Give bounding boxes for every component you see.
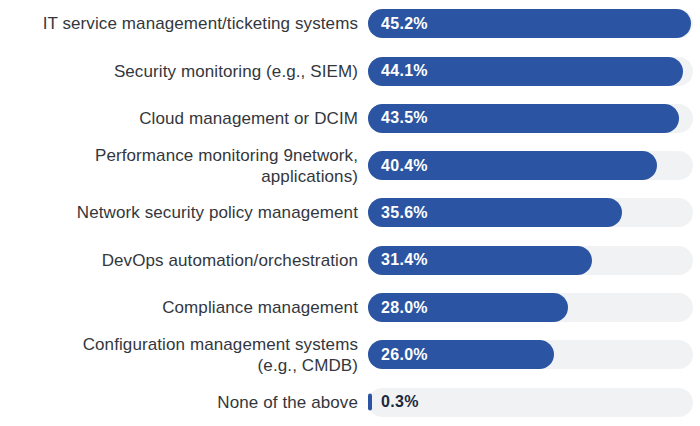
category-label: None of the above xyxy=(0,392,368,413)
bar-area: 28.0% xyxy=(368,293,693,322)
category-label: Compliance management xyxy=(0,297,368,318)
value-label: 26.0% xyxy=(381,346,428,364)
value-label: 28.0% xyxy=(381,299,428,317)
bar-area: 35.6% xyxy=(368,198,693,227)
value-label: 43.5% xyxy=(381,109,428,127)
chart-row: DevOps automation/orchestration 31.4% xyxy=(0,237,693,284)
category-label: Cloud management or DCIM xyxy=(0,108,368,129)
category-label: Performance monitoring 9network, applica… xyxy=(0,145,368,187)
bar-area: 44.1% xyxy=(368,57,693,86)
bar-area: 26.0% xyxy=(368,340,693,369)
bar-area: 0.3% xyxy=(368,388,693,417)
chart-row: Network security policy management 35.6% xyxy=(0,189,693,236)
chart-row: None of the above 0.3% xyxy=(0,379,693,426)
category-label: DevOps automation/orchestration xyxy=(0,250,368,271)
value-label: 31.4% xyxy=(381,251,428,269)
bar-area: 31.4% xyxy=(368,246,693,275)
category-label: Security monitoring (e.g., SIEM) xyxy=(0,61,368,82)
chart-row: Cloud management or DCIM 43.5% xyxy=(0,95,693,142)
value-label: 40.4% xyxy=(381,157,428,175)
category-label: Configuration management systems (e.g., … xyxy=(0,334,368,376)
chart-row: Performance monitoring 9network, applica… xyxy=(0,142,693,189)
chart-row: IT service management/ticketing systems … xyxy=(0,0,693,47)
value-label: 44.1% xyxy=(381,62,428,80)
category-label: Network security policy management xyxy=(0,202,368,223)
bar-area: 43.5% xyxy=(368,104,693,133)
chart-row: Security monitoring (e.g., SIEM) 44.1% xyxy=(0,47,693,94)
category-label: IT service management/ticketing systems xyxy=(0,13,368,34)
bar-fill xyxy=(368,394,372,411)
value-label: 0.3% xyxy=(381,393,419,411)
chart-row: Configuration management systems (e.g., … xyxy=(0,331,693,378)
bar-area: 45.2% xyxy=(368,9,693,38)
value-label: 35.6% xyxy=(381,204,428,222)
value-label: 45.2% xyxy=(381,15,428,33)
bar-area: 40.4% xyxy=(368,151,693,180)
bar-chart: IT service management/ticketing systems … xyxy=(0,0,700,426)
chart-row: Compliance management 28.0% xyxy=(0,284,693,331)
